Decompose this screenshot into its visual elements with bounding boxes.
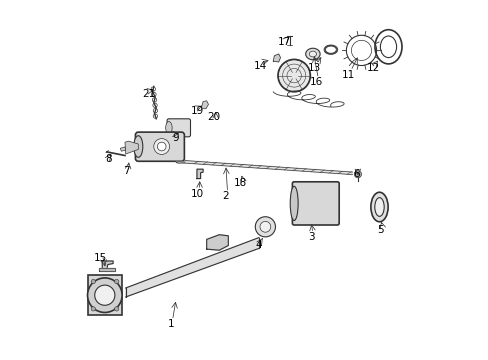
Ellipse shape (374, 198, 384, 216)
Bar (88, 275, 122, 315)
Polygon shape (125, 141, 138, 154)
Polygon shape (201, 101, 208, 109)
Text: 17: 17 (278, 37, 291, 48)
Polygon shape (197, 169, 203, 179)
Text: 2: 2 (222, 191, 228, 201)
Text: 19: 19 (190, 106, 203, 116)
Text: 3: 3 (307, 232, 314, 242)
Ellipse shape (289, 186, 298, 220)
Text: 8: 8 (105, 154, 111, 164)
Circle shape (354, 171, 361, 178)
Text: 9: 9 (172, 132, 179, 143)
Text: 14: 14 (254, 60, 267, 71)
Ellipse shape (309, 51, 316, 57)
FancyBboxPatch shape (167, 119, 190, 137)
Polygon shape (120, 147, 125, 151)
Ellipse shape (165, 122, 172, 134)
Text: 12: 12 (366, 63, 379, 73)
Text: 5: 5 (377, 225, 383, 235)
Circle shape (255, 217, 275, 237)
Polygon shape (102, 261, 113, 269)
Text: 10: 10 (191, 189, 204, 199)
Circle shape (95, 285, 115, 305)
Circle shape (114, 279, 119, 284)
Circle shape (87, 278, 122, 312)
Ellipse shape (305, 48, 320, 60)
Ellipse shape (370, 192, 387, 222)
FancyBboxPatch shape (135, 132, 184, 161)
Text: 1: 1 (167, 319, 174, 329)
Text: 6: 6 (352, 168, 359, 179)
Circle shape (153, 139, 169, 154)
Text: 11: 11 (342, 69, 355, 80)
Text: 21: 21 (142, 89, 155, 99)
FancyBboxPatch shape (292, 182, 339, 225)
Polygon shape (185, 161, 352, 175)
Circle shape (157, 142, 166, 151)
Ellipse shape (277, 59, 310, 92)
Text: 16: 16 (309, 77, 323, 87)
Text: 7: 7 (123, 166, 129, 176)
Polygon shape (125, 238, 258, 297)
Circle shape (91, 307, 95, 311)
Circle shape (91, 279, 95, 284)
Ellipse shape (134, 136, 142, 157)
Text: 13: 13 (307, 63, 321, 73)
Text: 4: 4 (255, 240, 262, 250)
Polygon shape (176, 162, 185, 163)
Circle shape (114, 307, 119, 311)
Polygon shape (99, 268, 115, 271)
Text: 15: 15 (94, 253, 107, 264)
Text: 20: 20 (207, 112, 220, 122)
Polygon shape (206, 235, 228, 250)
Polygon shape (273, 54, 280, 62)
Text: 18: 18 (234, 178, 247, 188)
Circle shape (260, 221, 270, 232)
